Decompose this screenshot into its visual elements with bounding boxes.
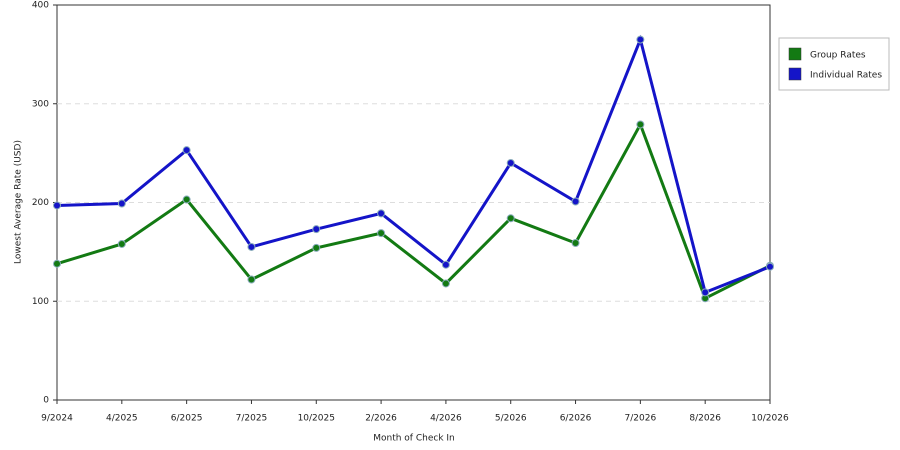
- data-point: [571, 197, 580, 206]
- data-point: [53, 259, 61, 268]
- data-point: [506, 159, 515, 167]
- legend-swatch: [788, 67, 802, 81]
- data-point: [182, 195, 191, 204]
- x-tick-label: 9/2024: [41, 414, 73, 424]
- x-tick-label: 10/2026: [751, 414, 789, 424]
- y-tick-label: 200: [32, 198, 49, 208]
- legend-label: Individual Rates: [810, 71, 882, 81]
- data-point: [636, 35, 645, 44]
- x-axis-label: Month of Check In: [373, 434, 455, 444]
- data-point: [312, 225, 321, 234]
- x-tick-label: 4/2025: [106, 414, 138, 424]
- x-tick-label: 5/2026: [495, 414, 527, 424]
- y-tick-label: 100: [32, 297, 49, 307]
- data-point: [766, 262, 774, 271]
- data-point: [117, 199, 126, 208]
- x-tick-label: 6/2026: [560, 414, 592, 424]
- legend-label: Group Rates: [810, 51, 866, 61]
- x-tick-label: 6/2025: [171, 414, 203, 424]
- data-point: [441, 279, 450, 288]
- y-tick-label: 300: [32, 99, 49, 109]
- data-point: [377, 229, 386, 238]
- data-point: [441, 260, 450, 269]
- data-point: [53, 201, 61, 210]
- data-point: [247, 242, 256, 251]
- x-tick-label: 2/2026: [365, 414, 397, 424]
- data-point: [247, 275, 256, 284]
- legend-swatch: [788, 47, 802, 61]
- series-line: [56, 120, 771, 301]
- x-tick-label: 7/2026: [625, 414, 657, 424]
- y-tick-label: 0: [43, 396, 49, 406]
- data-point: [571, 238, 580, 247]
- series-line: [56, 34, 771, 295]
- data-point: [377, 209, 386, 218]
- data-point: [701, 288, 710, 297]
- data-point: [117, 239, 126, 248]
- data-point: [182, 146, 191, 155]
- x-tick-label: 8/2026: [689, 414, 721, 424]
- data-point: [506, 214, 515, 223]
- x-tick-label: 10/2025: [298, 414, 335, 424]
- y-tick-label: 400: [32, 1, 49, 11]
- legend-box: [778, 37, 890, 91]
- y-axis-label: Lowest Average Rate (USD): [14, 140, 24, 264]
- data-point: [312, 243, 321, 252]
- x-tick-label: 4/2026: [430, 414, 462, 424]
- data-point: [636, 120, 645, 129]
- x-tick-label: 7/2025: [236, 414, 268, 424]
